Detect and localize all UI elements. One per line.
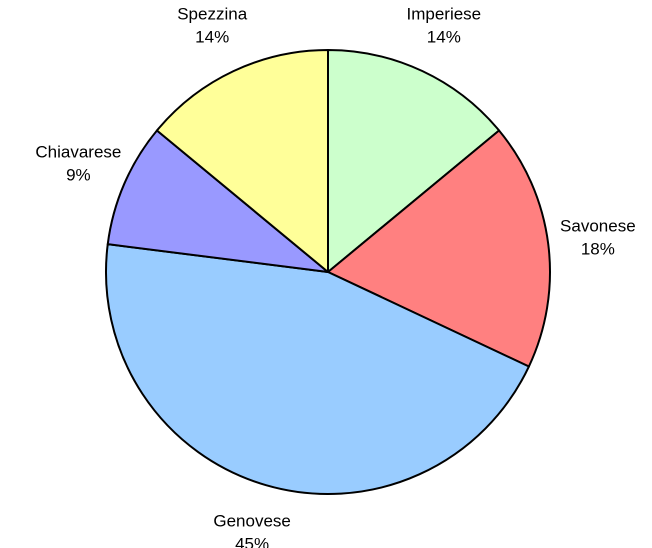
- pie-slice: [327, 129, 551, 368]
- slice-label: Savonese: [560, 216, 636, 235]
- pie-slice: [105, 243, 530, 495]
- slice-value-label: 45%: [235, 535, 269, 548]
- slice-value-label: 14%: [427, 27, 461, 46]
- slice-label: Chiavarese: [35, 142, 121, 161]
- pie-slice: [106, 129, 329, 273]
- pie-slice: [155, 49, 329, 273]
- slice-label: Genovese: [213, 512, 291, 531]
- slice-label: Imperiese: [406, 4, 481, 23]
- pie-slice: [327, 49, 501, 273]
- slice-label: Spezzina: [177, 4, 247, 23]
- slice-value-label: 18%: [581, 239, 615, 258]
- slice-value-label: 14%: [195, 27, 229, 46]
- slice-value-label: 9%: [66, 165, 91, 184]
